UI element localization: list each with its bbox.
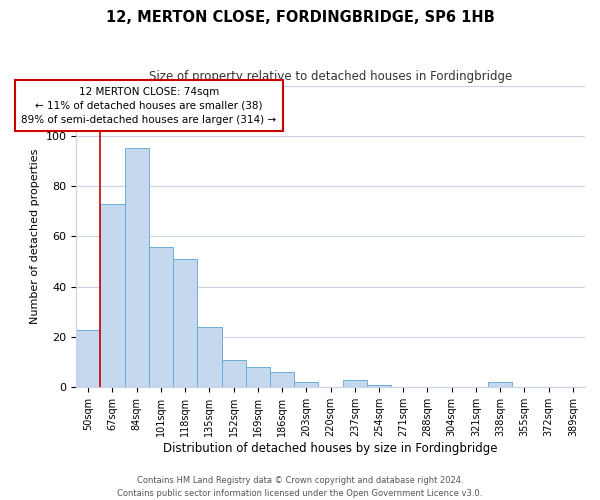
Bar (367, 385, 391, 388)
Text: 12 MERTON CLOSE: 74sqm
← 11% of detached houses are smaller (38)
89% of semi-det: 12 MERTON CLOSE: 74sqm ← 11% of detached… (21, 86, 277, 124)
Bar (221, 360, 246, 388)
Bar (488, 382, 512, 388)
Bar (246, 367, 270, 388)
Bar (270, 372, 294, 388)
Title: Size of property relative to detached houses in Fordingbridge: Size of property relative to detached ho… (149, 70, 512, 83)
Bar (173, 259, 197, 388)
Bar (100, 204, 125, 388)
Text: 12, MERTON CLOSE, FORDINGBRIDGE, SP6 1HB: 12, MERTON CLOSE, FORDINGBRIDGE, SP6 1HB (106, 10, 494, 25)
Bar (125, 148, 149, 388)
Y-axis label: Number of detached properties: Number of detached properties (30, 149, 40, 324)
Bar (76, 330, 100, 388)
Text: Contains HM Land Registry data © Crown copyright and database right 2024.
Contai: Contains HM Land Registry data © Crown c… (118, 476, 482, 498)
Bar (197, 327, 221, 388)
Bar (343, 380, 367, 388)
Bar (294, 382, 319, 388)
X-axis label: Distribution of detached houses by size in Fordingbridge: Distribution of detached houses by size … (163, 442, 498, 455)
Bar (149, 246, 173, 388)
